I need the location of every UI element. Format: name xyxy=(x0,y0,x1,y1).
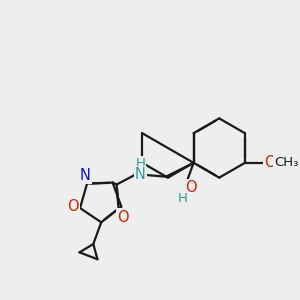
Text: O: O xyxy=(117,210,128,225)
Text: CH₃: CH₃ xyxy=(274,156,298,169)
Text: N: N xyxy=(80,168,91,183)
Text: O: O xyxy=(264,155,275,170)
Text: N: N xyxy=(135,167,146,182)
Text: H: H xyxy=(135,157,145,170)
Text: O: O xyxy=(67,199,79,214)
Text: O: O xyxy=(185,180,197,195)
Text: H: H xyxy=(178,192,188,205)
